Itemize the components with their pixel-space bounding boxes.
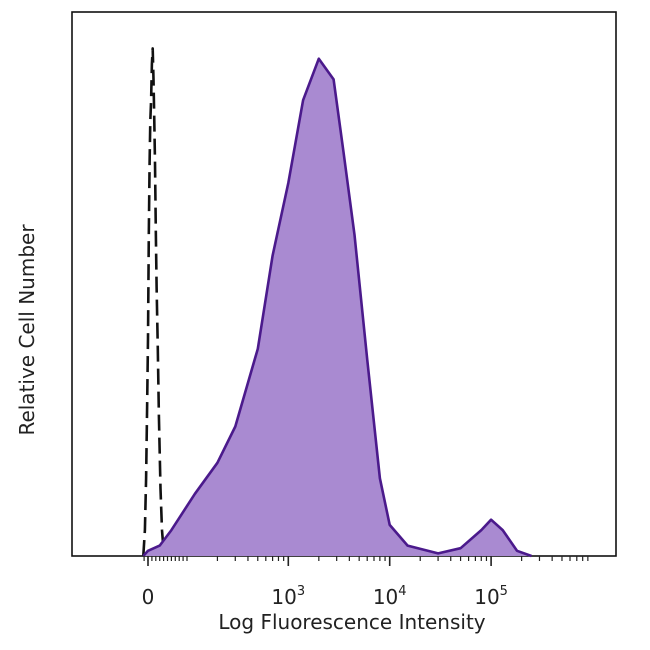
x-tick-label: 103 <box>271 584 305 609</box>
x-tick-label: 104 <box>373 584 407 609</box>
series-dashed-line <box>142 47 168 557</box>
x-tick-labels: 0 103 104 105 <box>142 584 508 609</box>
x-axis-title: Log Fluorescence Intensity <box>218 610 485 634</box>
series-layer <box>142 47 532 558</box>
series-filled-area <box>143 58 532 556</box>
y-axis-title: Relative Cell Number <box>15 224 39 436</box>
x-tick-label: 0 <box>142 585 155 609</box>
x-axis-ticks <box>143 556 589 566</box>
series-filled-outline <box>142 57 532 558</box>
x-tick-label: 105 <box>474 584 508 609</box>
